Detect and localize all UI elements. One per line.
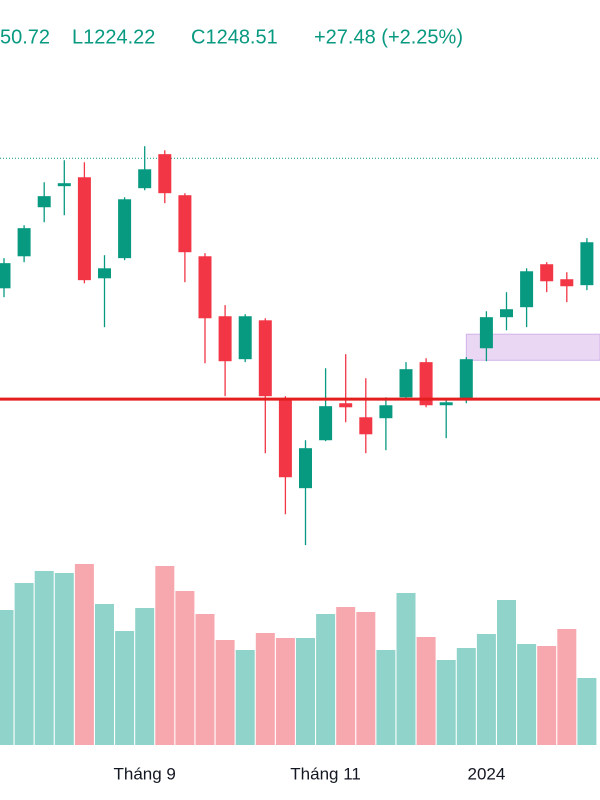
volume-bar [356,612,376,745]
candle-body [218,316,232,362]
x-tick-label: 2024 [467,764,505,783]
candle-body [118,199,132,259]
candle-body [138,169,152,189]
volume-bar [175,591,195,745]
candle-body [520,271,534,308]
volume-bar [456,648,476,745]
volume-bar [336,607,356,745]
volume-bar [215,640,235,745]
volume-bar [376,650,396,745]
volume-bar [577,678,597,745]
volume-bar [115,631,135,745]
volume-bar [316,614,336,745]
volume-bar [95,604,114,745]
volume-bar [0,610,14,745]
volume-bar [155,566,175,745]
candle-body [37,196,51,208]
candle-body [98,268,111,279]
candle-body [299,448,312,489]
ohlc-legend: C1248.51 [191,26,278,48]
volume-bar [34,571,54,745]
volume-bar [54,573,74,745]
x-tick-label: Tháng 9 [114,764,176,783]
candle-body [258,320,272,397]
volume-bar [557,629,577,745]
volume-bar [275,638,295,745]
candle-body [479,317,493,349]
volume-bar [517,644,537,745]
candle-body [198,256,212,319]
volume-bar [396,593,416,745]
volume-bar [235,650,255,745]
candle-body [278,399,292,478]
candle-body [319,406,333,441]
candle-body [419,362,433,406]
x-tick-label: Tháng 11 [290,764,361,783]
volume-bar [74,564,94,745]
volume-bar [135,608,155,745]
candle-body [500,309,513,318]
candle-body [77,177,91,281]
candle-body [359,417,373,435]
candle-body [399,369,413,398]
candle-body [379,405,393,419]
ohlc-legend: L1224.22 [72,26,155,48]
volume-bar [416,637,436,745]
candle-body [0,263,11,289]
volume-bar [195,614,215,745]
ohlc-legend: +27.48 (+2.25%) [314,26,463,48]
volume-bar [497,600,516,745]
volume-bar [436,660,456,745]
candle-body [178,195,192,253]
volume-bar [14,583,34,745]
candle-body [580,242,594,286]
ohlc-legend: 50.72 [0,26,50,48]
candle-body [560,279,574,287]
volume-bar [296,638,315,745]
candle-body [540,264,554,282]
candle-body [238,316,252,360]
candle-body [439,402,453,406]
candle-body [459,359,473,401]
candle-body [17,228,31,257]
volume-bar [537,646,557,745]
volume-bar [476,634,496,745]
candle-body [158,154,172,194]
candle-body [339,403,353,408]
volume-bar [255,633,275,745]
candle-body [57,183,71,187]
